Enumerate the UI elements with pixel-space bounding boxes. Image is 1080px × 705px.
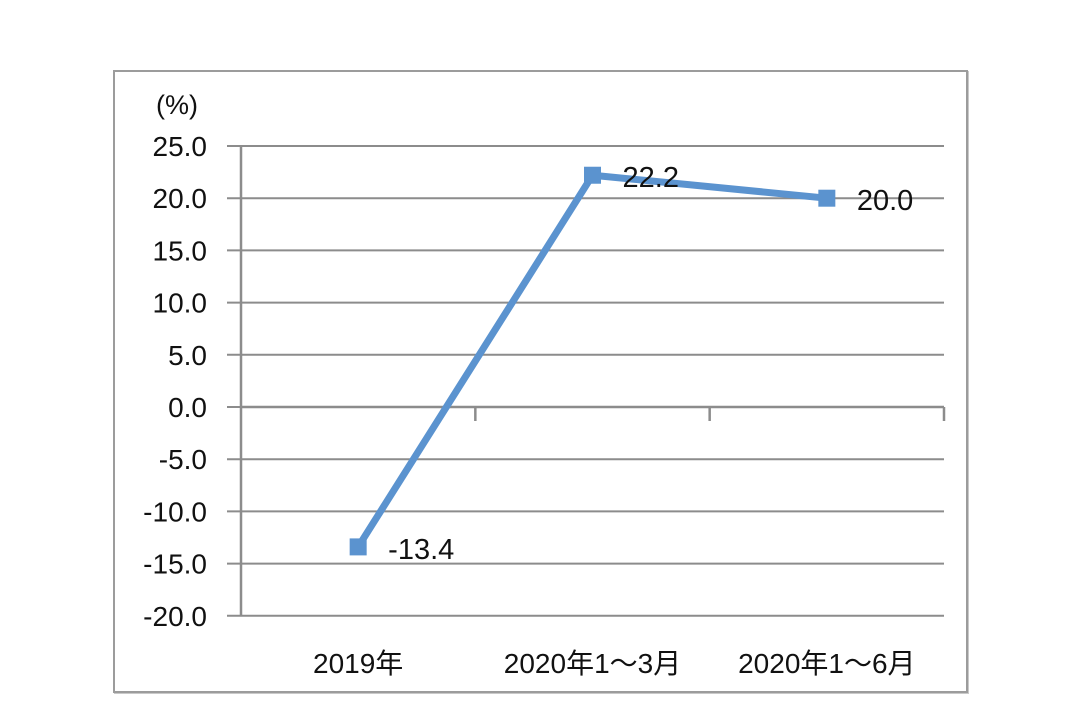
data-label: 22.2 [623,162,679,194]
series-line [355,171,828,549]
y-tick-label: -15.0 [143,549,207,580]
y-tick-label: 25.0 [153,131,208,162]
chart-svg: 25.0 20.0 15.0 10.0 5.0 0.0 -5.0 -10.0 -15.0 -20.… [143,90,946,679]
y-tick-label: 15.0 [153,235,208,266]
x-axis-label: 2019年 [313,648,403,679]
y-tick-label: -10.0 [143,496,207,527]
x-axis-label: 2020年1～3月 [504,648,681,679]
y-axis-unit-label: (%) [156,90,198,120]
y-tick-label: 5.0 [168,340,207,371]
y-tick-label: 0.0 [168,392,207,423]
data-point-marker [818,189,836,207]
y-tick-label: -20.0 [143,601,207,632]
y-tick-label: 20.0 [153,183,208,214]
data-label: 20.0 [857,185,913,217]
x-axis-label: 2020年1～6月 [738,648,915,679]
data-point-marker [584,166,601,184]
data-label: -13.4 [388,534,454,566]
y-tick-label: -5.0 [159,444,207,475]
chart-frame: 25.0 20.0 15.0 10.0 5.0 0.0 -5.0 -10.0 -15.0 -20.… [113,70,968,693]
data-point-marker [349,538,367,556]
y-tick-label: 10.0 [153,288,208,319]
